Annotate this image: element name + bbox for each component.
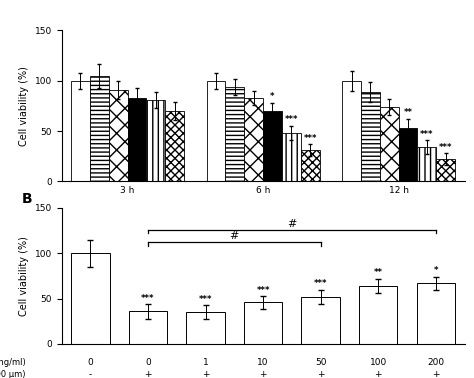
Bar [90,76,109,181]
Text: BMP-6 (ng/ml): BMP-6 (ng/ml) [0,358,26,367]
Bar [129,311,167,344]
Bar [244,302,282,344]
Text: +: + [202,370,209,378]
Bar [71,81,90,181]
Bar [301,150,319,181]
Y-axis label: Cell viability (%): Cell viability (%) [19,66,29,146]
Text: *: * [434,266,438,276]
Text: ***: *** [284,116,298,124]
Text: ***: *** [439,143,453,152]
Text: ***: *** [303,134,317,143]
Bar [417,283,455,344]
Text: 1: 1 [203,358,209,367]
Bar [109,90,128,181]
Text: ***: *** [141,294,155,303]
Bar [301,297,340,344]
Y-axis label: Cell viability (%): Cell viability (%) [19,236,29,316]
Text: *: * [270,92,275,101]
Bar [207,81,226,181]
Text: #: # [287,219,297,229]
Bar [399,128,418,181]
Bar [146,100,165,181]
Bar [165,111,184,181]
Text: +: + [317,370,324,378]
Bar [359,286,397,344]
Text: #: # [229,231,239,242]
Text: **: ** [374,268,383,277]
Text: ***: *** [420,130,434,139]
Text: +: + [432,370,439,378]
Bar [282,133,301,181]
Text: ***: *** [314,279,328,288]
Text: 200: 200 [427,358,444,367]
Bar [418,147,436,181]
Text: H₂O₂ (200 μm): H₂O₂ (200 μm) [0,370,26,378]
Bar [244,98,263,181]
Text: +: + [374,370,382,378]
Text: 50: 50 [315,358,327,367]
Text: B: B [21,192,32,206]
Bar [380,107,399,181]
Bar [128,98,146,181]
Bar [436,159,455,181]
Text: **: ** [403,108,412,118]
Bar [361,92,380,181]
Text: 0: 0 [145,358,151,367]
Text: 10: 10 [257,358,269,367]
Text: ***: *** [199,294,212,304]
Text: -: - [89,370,92,378]
Bar [71,253,109,344]
Text: +: + [259,370,267,378]
Text: +: + [144,370,152,378]
Bar [226,87,244,181]
Text: 0: 0 [88,358,93,367]
Bar [186,312,225,344]
Bar [342,81,361,181]
Bar [263,111,282,181]
Text: ***: *** [256,285,270,294]
Text: 100: 100 [370,358,387,367]
